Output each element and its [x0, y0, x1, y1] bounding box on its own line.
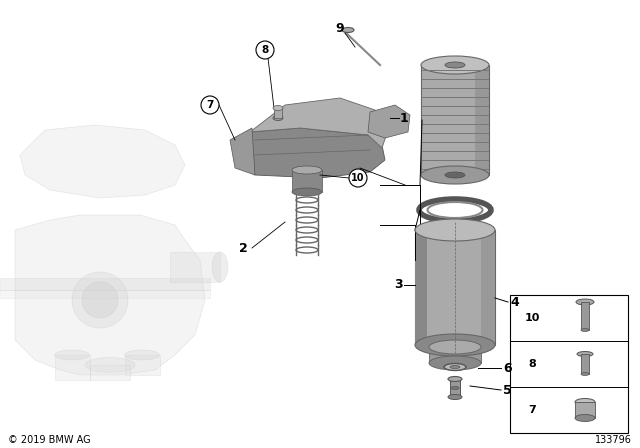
Text: 3: 3: [394, 279, 403, 292]
Bar: [450, 379, 460, 397]
Text: 5: 5: [503, 383, 512, 396]
Ellipse shape: [421, 166, 489, 184]
Bar: [292, 170, 322, 192]
Ellipse shape: [212, 252, 228, 282]
Text: 7: 7: [528, 405, 536, 415]
Bar: [415, 230, 427, 345]
Text: 10: 10: [524, 313, 540, 323]
Ellipse shape: [342, 27, 354, 33]
Ellipse shape: [54, 350, 90, 360]
Bar: [429, 347, 481, 363]
Polygon shape: [237, 128, 385, 178]
Ellipse shape: [451, 387, 459, 389]
Ellipse shape: [415, 334, 495, 356]
Circle shape: [201, 96, 219, 114]
Polygon shape: [20, 125, 185, 198]
Ellipse shape: [581, 372, 589, 375]
Ellipse shape: [421, 56, 489, 74]
Circle shape: [256, 41, 274, 59]
Text: 6: 6: [503, 362, 511, 375]
Ellipse shape: [444, 363, 466, 370]
Text: 1: 1: [400, 112, 409, 125]
Bar: [510, 295, 628, 433]
Ellipse shape: [448, 395, 462, 400]
Ellipse shape: [85, 358, 135, 372]
Ellipse shape: [415, 219, 495, 241]
Ellipse shape: [581, 328, 589, 332]
Bar: [170, 252, 220, 282]
Polygon shape: [230, 128, 255, 175]
Ellipse shape: [429, 340, 481, 354]
Bar: [274, 108, 282, 118]
Polygon shape: [250, 98, 388, 148]
Bar: [90, 365, 130, 380]
Ellipse shape: [450, 366, 460, 369]
Polygon shape: [368, 105, 410, 138]
Circle shape: [349, 169, 367, 187]
Bar: [0, 278, 210, 290]
Text: 8: 8: [528, 359, 536, 369]
Ellipse shape: [448, 376, 462, 382]
Ellipse shape: [292, 166, 322, 174]
Bar: [421, 65, 489, 175]
Text: 133796: 133796: [595, 435, 632, 445]
Ellipse shape: [125, 350, 159, 360]
Ellipse shape: [577, 352, 593, 357]
Ellipse shape: [292, 188, 322, 196]
Text: © 2019 BMW AG: © 2019 BMW AG: [8, 435, 91, 445]
Text: 7: 7: [206, 100, 214, 110]
Ellipse shape: [575, 414, 595, 422]
Ellipse shape: [445, 62, 465, 68]
Bar: [0, 290, 210, 298]
Ellipse shape: [273, 116, 283, 121]
Polygon shape: [15, 215, 205, 375]
Circle shape: [72, 272, 128, 328]
Bar: [475, 65, 489, 175]
Ellipse shape: [273, 105, 283, 111]
Bar: [125, 355, 160, 375]
Bar: [481, 230, 495, 345]
Text: 2: 2: [239, 241, 248, 254]
Text: 10: 10: [351, 173, 365, 183]
Text: 4: 4: [510, 296, 519, 309]
Ellipse shape: [576, 299, 594, 305]
Bar: [575, 402, 595, 418]
Bar: [415, 230, 495, 345]
Bar: [55, 355, 90, 380]
Ellipse shape: [429, 203, 481, 217]
Bar: [581, 302, 589, 330]
Ellipse shape: [575, 399, 595, 405]
Text: 8: 8: [261, 45, 269, 55]
Text: 9: 9: [336, 22, 344, 34]
Ellipse shape: [445, 172, 465, 178]
Circle shape: [82, 282, 118, 318]
Ellipse shape: [429, 356, 481, 370]
Bar: [581, 354, 589, 374]
